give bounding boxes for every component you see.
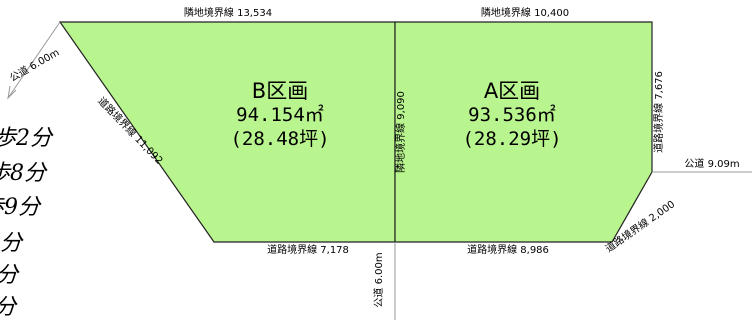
- lot-b-area-m2: 94.154㎡: [236, 103, 324, 126]
- edge-label-bottom-right: 道路境界線 8,986: [467, 243, 549, 256]
- edge-label-top-left: 隣地境界線 13,534: [184, 6, 272, 19]
- lot-a-area-tsubo: (28.29坪): [462, 128, 561, 150]
- road-label-right: 公道 9.09m: [684, 157, 739, 170]
- side-fragments: 徒歩2分 徒歩8分 徒歩9分 分 分 分: [0, 126, 54, 320]
- lot-a-title: A区画: [484, 79, 540, 103]
- lot-b-parcel: [58, 21, 396, 243]
- side-fragment: 分: [0, 263, 20, 288]
- lot-b-area-tsubo: (28.48坪): [230, 128, 329, 150]
- side-fragment: 分: [0, 295, 18, 320]
- road-line-top-left: [7, 21, 61, 99]
- side-fragment: 徒歩9分: [0, 195, 42, 220]
- edge-label-divider: 隣地境界線 9,090: [394, 91, 407, 173]
- edge-label-right: 道路境界線 7,676: [652, 71, 665, 153]
- road-arrow-top-left: [7, 85, 17, 100]
- road-label-bottom: 公道 6.00m: [372, 252, 385, 307]
- road-label-top-left: 公道 6.00m: [7, 46, 61, 85]
- edge-label-top-right: 隣地境界線 10,400: [481, 6, 569, 19]
- side-fragment: 分: [0, 231, 24, 256]
- lot-b-title: B区画: [252, 79, 308, 103]
- lot-a-parcel: [394, 21, 653, 243]
- side-fragment: 徒歩8分: [0, 161, 48, 186]
- lot-a-area-m2: 93.536㎡: [468, 103, 556, 126]
- side-fragment: 徒歩2分: [0, 126, 54, 151]
- edge-label-bottom-left: 道路境界線 7,178: [267, 243, 349, 256]
